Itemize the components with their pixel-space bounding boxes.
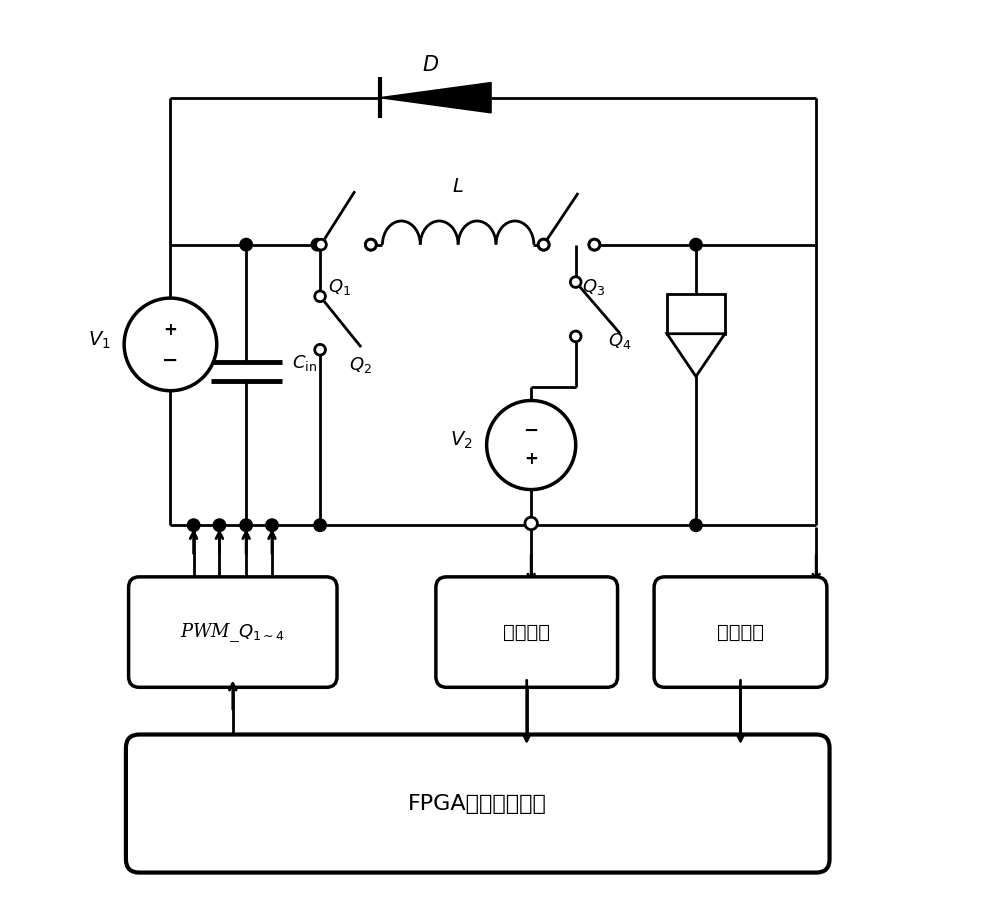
Text: −: −: [162, 351, 179, 369]
FancyBboxPatch shape: [126, 734, 830, 873]
Circle shape: [570, 277, 581, 288]
Text: 电压检测: 电压检测: [717, 623, 764, 642]
Circle shape: [311, 238, 324, 251]
Circle shape: [315, 344, 325, 355]
Text: $V_1$: $V_1$: [88, 329, 111, 351]
Text: PWM_$Q_{1\sim4}$: PWM_$Q_{1\sim4}$: [180, 620, 285, 644]
Circle shape: [589, 239, 600, 250]
Circle shape: [240, 238, 252, 251]
Circle shape: [570, 331, 581, 342]
Circle shape: [588, 238, 601, 251]
Circle shape: [266, 519, 278, 531]
Text: $Q_3$: $Q_3$: [582, 278, 605, 298]
Circle shape: [538, 239, 549, 250]
Circle shape: [690, 238, 702, 251]
Circle shape: [690, 519, 702, 531]
Text: −: −: [524, 422, 539, 440]
Circle shape: [124, 298, 217, 391]
Text: +: +: [164, 321, 177, 339]
Text: $Q_4$: $Q_4$: [608, 331, 631, 351]
Text: +: +: [524, 450, 538, 468]
Circle shape: [365, 238, 377, 251]
Circle shape: [366, 239, 376, 250]
Circle shape: [525, 517, 537, 530]
Circle shape: [187, 519, 200, 531]
Circle shape: [240, 519, 252, 531]
Text: $D$: $D$: [422, 56, 440, 76]
Polygon shape: [667, 334, 725, 377]
Text: $C_{\rm in}$: $C_{\rm in}$: [292, 352, 317, 373]
Circle shape: [316, 239, 326, 250]
Bar: [667, 294, 725, 334]
FancyBboxPatch shape: [436, 577, 618, 688]
Circle shape: [537, 238, 550, 251]
Text: $L$: $L$: [452, 178, 464, 196]
Text: 电流检测: 电流检测: [503, 623, 550, 642]
Text: $Q_1$: $Q_1$: [328, 278, 351, 298]
Text: FPGA数字控制电路: FPGA数字控制电路: [408, 794, 547, 814]
Circle shape: [213, 519, 226, 531]
Polygon shape: [380, 83, 491, 113]
Circle shape: [315, 291, 325, 302]
Circle shape: [487, 401, 576, 490]
Circle shape: [314, 519, 326, 531]
FancyBboxPatch shape: [654, 577, 827, 688]
FancyBboxPatch shape: [129, 577, 337, 688]
Text: $Q_2$: $Q_2$: [349, 355, 372, 375]
Text: $V_2$: $V_2$: [450, 430, 473, 451]
